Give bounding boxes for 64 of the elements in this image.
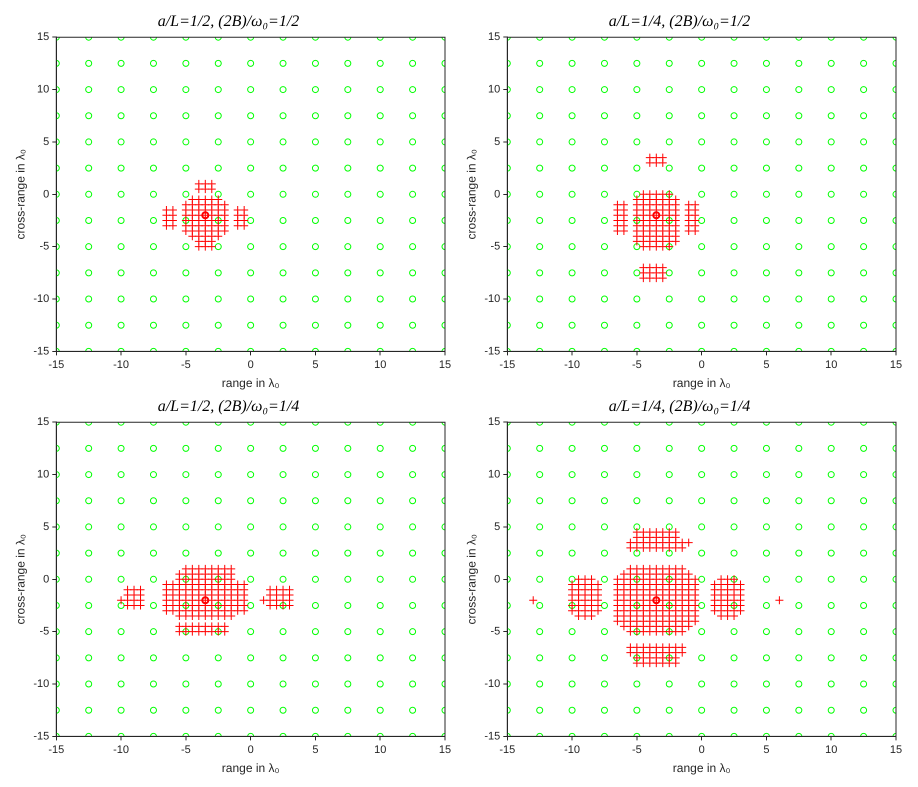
y-tick-label: -15 bbox=[33, 345, 50, 358]
y-tick-label: 15 bbox=[37, 416, 50, 428]
chart-title: a/L=1/2, (2B)/ω₀=1/4 bbox=[158, 398, 300, 415]
y-tick-label: 5 bbox=[43, 520, 50, 533]
x-tick-label: -5 bbox=[180, 744, 191, 756]
y-tick-label: 0 bbox=[43, 573, 50, 586]
x-tick-label: 10 bbox=[374, 359, 386, 372]
y-tick-label: 0 bbox=[494, 188, 500, 200]
y-axis-title: cross-range in λ₀ bbox=[14, 534, 28, 624]
y-tick-label: -15 bbox=[484, 730, 500, 742]
x-tick-label: 15 bbox=[438, 744, 452, 756]
x-tick-label: 5 bbox=[312, 744, 318, 756]
y-tick-label: 15 bbox=[37, 31, 50, 44]
x-tick-label: -5 bbox=[632, 744, 642, 756]
x-axis-title: range in λ₀ bbox=[222, 376, 280, 390]
x-tick-label: 5 bbox=[763, 744, 770, 756]
y-tick-label: 10 bbox=[37, 84, 50, 96]
y-tick-label: 10 bbox=[488, 468, 500, 481]
y-tick-label: 15 bbox=[488, 416, 500, 428]
x-axis-title: range in λ₀ bbox=[222, 761, 280, 776]
x-tick-label: 15 bbox=[438, 359, 452, 372]
y-tick-label: 10 bbox=[488, 84, 500, 96]
x-tick-label: -10 bbox=[564, 744, 580, 756]
x-tick-label: -10 bbox=[564, 359, 580, 372]
y-tick-label: -10 bbox=[33, 293, 50, 306]
x-tick-label: 10 bbox=[825, 744, 838, 756]
y-axis-title: cross-range in λ₀ bbox=[14, 149, 28, 240]
y-tick-label: -5 bbox=[490, 626, 500, 638]
y-tick-label: -10 bbox=[484, 678, 500, 690]
x-tick-label: 5 bbox=[763, 359, 770, 372]
y-tick-label: -5 bbox=[40, 626, 50, 638]
y-axis-title: cross-range in λ₀ bbox=[464, 149, 479, 240]
y-tick-label: 15 bbox=[488, 31, 500, 44]
y-tick-label: -15 bbox=[33, 730, 50, 742]
x-tick-label: -5 bbox=[632, 359, 642, 372]
chart-title: a/L=1/4, (2B)/ω₀=1/4 bbox=[608, 398, 750, 415]
x-tick-label: 15 bbox=[890, 359, 902, 372]
y-tick-label: 0 bbox=[43, 188, 50, 200]
x-tick-label: 0 bbox=[698, 744, 705, 756]
y-tick-label: -10 bbox=[484, 293, 500, 306]
x-tick-label: -5 bbox=[180, 359, 191, 372]
x-tick-label: 10 bbox=[374, 744, 386, 756]
y-tick-label: -15 bbox=[484, 345, 500, 358]
x-tick-label: 0 bbox=[698, 359, 705, 372]
x-tick-label: 0 bbox=[248, 744, 254, 756]
x-axis-title: range in λ₀ bbox=[672, 376, 731, 390]
y-tick-label: -10 bbox=[33, 678, 50, 690]
y-tick-label: 0 bbox=[494, 573, 500, 586]
x-axis-title: range in λ₀ bbox=[672, 761, 731, 776]
y-tick-label: -5 bbox=[40, 240, 50, 253]
y-tick-label: -5 bbox=[490, 240, 500, 253]
chart-title: a/L=1/2, (2B)/ω₀=1/2 bbox=[158, 12, 300, 30]
x-tick-label: 10 bbox=[825, 359, 838, 372]
x-tick-label: -10 bbox=[113, 359, 130, 372]
y-tick-label: 5 bbox=[494, 520, 500, 533]
y-tick-label: 5 bbox=[494, 136, 500, 148]
chart-title: a/L=1/4, (2B)/ω₀=1/2 bbox=[608, 12, 750, 30]
y-tick-label: 5 bbox=[43, 136, 50, 148]
x-tick-label: 0 bbox=[248, 359, 254, 372]
y-axis-title: cross-range in λ₀ bbox=[464, 534, 479, 624]
x-tick-label: 15 bbox=[890, 744, 902, 756]
x-tick-label: -10 bbox=[113, 744, 130, 756]
x-tick-label: 5 bbox=[312, 359, 318, 372]
y-tick-label: 10 bbox=[37, 468, 50, 481]
